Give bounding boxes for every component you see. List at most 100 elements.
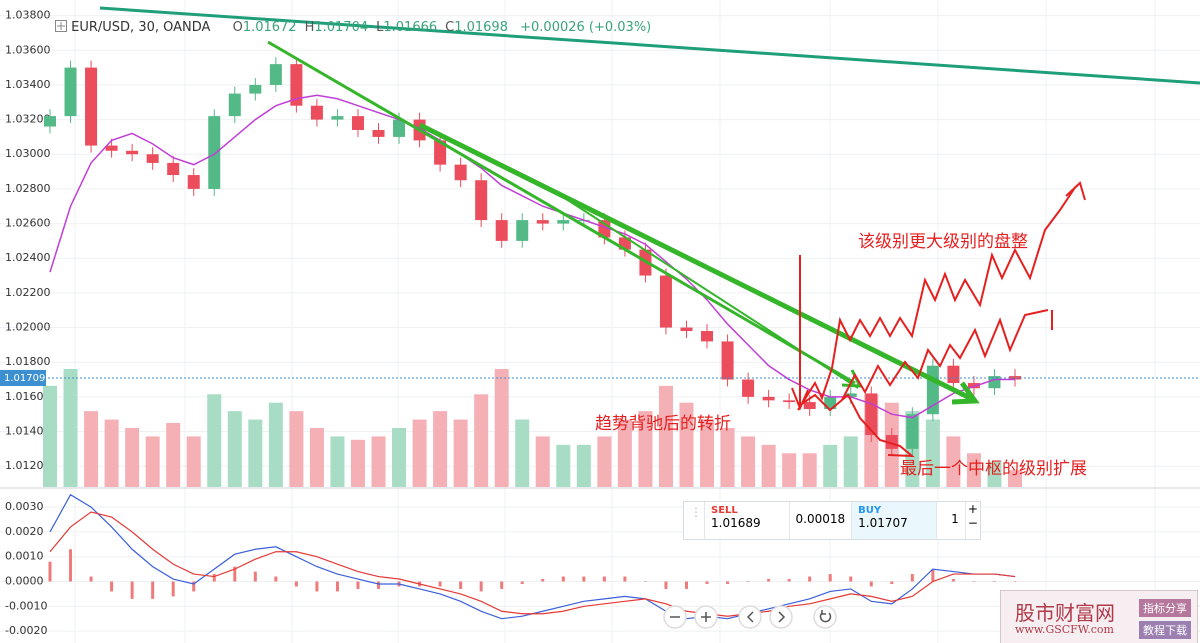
volume-bar [638, 411, 653, 487]
histogram-bar [787, 579, 791, 582]
trade-panel: ⋮ SELL 1.01689 0.00018 BUY 1.01707 1 + − [683, 501, 981, 540]
nav-controls[interactable] [663, 605, 837, 629]
candle-body [680, 327, 693, 332]
histogram-bar [356, 581, 360, 589]
y-tick-label: 1.02200 [5, 286, 51, 299]
y-tick-label: 0.0010 [5, 550, 44, 563]
volume-bar [350, 439, 365, 487]
histogram-bar [808, 576, 812, 582]
histogram-bar [972, 581, 976, 583]
y-tick-label: 1.01800 [5, 355, 51, 368]
volume-bar [782, 453, 797, 487]
histogram-bar [294, 581, 298, 587]
histogram-bar [89, 576, 93, 582]
watermark-url: www.GSCFW.com [1015, 623, 1114, 636]
candle-body [187, 175, 200, 189]
volume-bar [63, 369, 78, 487]
watermark-tag: 教程下载 [1139, 621, 1191, 639]
volume-bar [248, 419, 263, 487]
ohlc-value: 1.01704 [314, 20, 369, 35]
buy-label: BUY [858, 505, 882, 516]
sell-button[interactable]: SELL 1.01689 [705, 502, 790, 539]
ohlc-value: 1.01698 [454, 20, 508, 35]
candle-body [659, 275, 672, 328]
y-tick-label: 1.01200 [5, 459, 51, 472]
candle-body [105, 145, 118, 151]
volume-bar [268, 402, 283, 487]
volume-bar [617, 419, 632, 487]
series-layer: 1.03800 1.03600 1.03400 1.03200 1.03000 1.028… [0, 9, 1200, 637]
candle-body [721, 341, 734, 380]
minus-button[interactable]: − [967, 516, 978, 530]
candle-body [126, 150, 139, 155]
icon [55, 20, 67, 32]
buy-button[interactable]: BUY 1.01707 [852, 502, 937, 539]
histogram-bar [69, 549, 73, 582]
histogram-bar [1013, 581, 1017, 583]
volume-bar [741, 436, 756, 487]
plus-button[interactable]: + [967, 502, 978, 516]
volume-bar [515, 419, 530, 487]
histogram-bar [664, 581, 668, 589]
candle-body [803, 402, 816, 410]
candle-body [906, 414, 919, 449]
histogram-bar [767, 579, 771, 582]
sell-label: SELL [711, 505, 738, 516]
red-squiggle [841, 309, 1053, 401]
volume-bar [987, 461, 1002, 487]
volume-bar [145, 436, 160, 487]
y-tick-label: 1.02000 [5, 321, 51, 334]
stepper: + − [966, 502, 980, 539]
histogram-bar [705, 581, 709, 584]
volume-bar [330, 436, 345, 487]
candle-body [454, 164, 467, 181]
y-tick-label: 0.0030 [5, 500, 44, 513]
candle-body [310, 105, 323, 120]
volume-bar [966, 453, 981, 487]
histogram-bar [951, 579, 955, 582]
histogram-bar [520, 581, 524, 584]
volume-bar [720, 428, 735, 487]
candle-body [926, 365, 939, 415]
ohlc-key: O [232, 20, 243, 35]
histogram-bar [335, 581, 339, 592]
trendline [559, 194, 859, 389]
histogram-bar [459, 581, 463, 589]
last-price-label: 1.01709 [4, 373, 45, 384]
trendline [267, 40, 856, 385]
histogram-bar [151, 581, 155, 599]
volume-bar [925, 419, 940, 487]
volume-bar [802, 453, 817, 487]
volume-bar [658, 385, 673, 487]
histogram-bar [869, 581, 873, 587]
drawings [99, 6, 1200, 458]
histogram-bar [849, 576, 853, 582]
histogram-bar [828, 574, 832, 582]
volume-bar [946, 436, 961, 487]
histogram-bar [233, 566, 237, 582]
volume-bar [412, 419, 427, 487]
histogram-bar [48, 561, 52, 582]
candle-body [967, 383, 980, 389]
histogram-bar [541, 579, 545, 582]
volume-bar [104, 419, 119, 487]
y-tick-label: 1.03000 [5, 147, 51, 160]
ohlc-value: 1.01672 [242, 20, 297, 35]
candle-body [434, 140, 447, 165]
quantity[interactable]: 1 [937, 502, 966, 539]
histogram-bar [561, 576, 565, 582]
time-grid [74, 0, 1156, 643]
histogram-bar [253, 571, 257, 582]
red-squiggle [799, 393, 915, 458]
volume-bar [166, 422, 181, 487]
volume-bar [556, 444, 571, 487]
y-tick-label: 1.02800 [5, 182, 51, 195]
candle-body [557, 220, 570, 224]
candle-body [495, 220, 508, 241]
annotation: 趋势背驰后的转折 [595, 414, 731, 434]
legend-header: EUR/USD, 30, OANDA O1.01672 H1.01704 L1.01… [55, 20, 659, 35]
candle-body [762, 396, 775, 401]
candle-body [783, 400, 796, 403]
histogram-bar [377, 581, 381, 589]
symbol: EUR/USD, 30, OANDA [71, 20, 211, 35]
